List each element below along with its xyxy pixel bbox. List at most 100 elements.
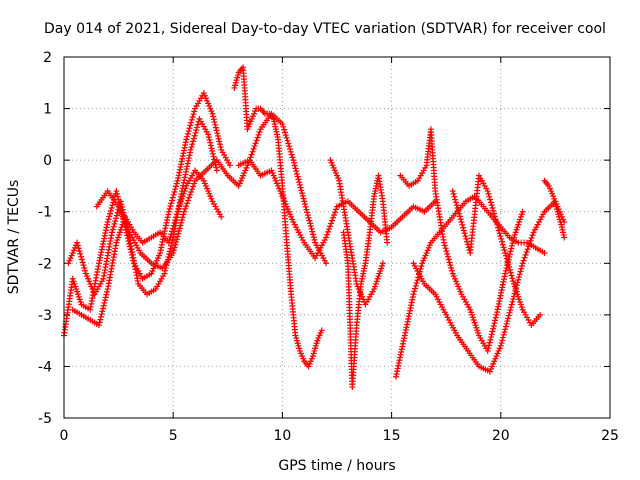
axis-ticks <box>63 56 611 419</box>
data-point <box>185 128 192 135</box>
data-point <box>296 179 303 186</box>
data-point <box>286 146 293 153</box>
data-point <box>78 253 85 260</box>
data-point <box>561 234 568 241</box>
data-point <box>411 288 418 295</box>
data-point <box>172 214 179 221</box>
data-point <box>299 192 306 199</box>
data-point <box>503 320 510 327</box>
data-point <box>213 164 220 171</box>
data-point <box>210 153 217 160</box>
data-point <box>169 228 176 235</box>
data-point <box>99 305 106 312</box>
data-point <box>114 209 121 216</box>
data-point <box>99 308 106 315</box>
data-point <box>498 340 505 347</box>
data-point <box>304 209 311 216</box>
data-point <box>191 108 198 115</box>
data-point <box>486 342 493 349</box>
data-point <box>452 199 459 206</box>
data-point <box>446 259 453 266</box>
data-point <box>216 141 223 148</box>
data-point <box>518 265 525 272</box>
data-point <box>82 267 89 274</box>
data-point <box>485 190 492 197</box>
data-point <box>291 162 298 169</box>
data-point <box>188 189 195 196</box>
data-point <box>496 230 503 237</box>
data-point <box>173 180 180 187</box>
data-point <box>487 196 494 203</box>
data-point <box>502 326 509 333</box>
data-point <box>297 184 304 191</box>
data-point <box>379 260 386 267</box>
data-point <box>169 197 176 204</box>
data-point <box>516 271 523 278</box>
data-point <box>189 114 196 121</box>
data-point <box>173 238 180 245</box>
data-point <box>165 208 172 215</box>
data-point <box>301 201 308 208</box>
data-point <box>441 242 448 249</box>
data-point <box>214 132 221 139</box>
data-point <box>175 230 182 237</box>
data-point <box>494 221 501 228</box>
data-point <box>502 267 509 274</box>
data-point <box>168 200 175 207</box>
data-point <box>520 257 527 264</box>
data-point <box>205 131 212 138</box>
data-point <box>167 234 174 241</box>
y-tick-label: -2 <box>38 256 52 272</box>
data-point <box>284 137 291 144</box>
data-point <box>184 133 191 140</box>
data-point <box>332 209 339 216</box>
data-point <box>506 251 513 258</box>
data-point <box>286 143 293 150</box>
data-point <box>541 249 548 256</box>
data-point <box>509 275 516 282</box>
data-point <box>492 317 499 324</box>
data-point <box>248 151 255 158</box>
data-point <box>289 154 296 161</box>
data-point <box>330 214 337 221</box>
data-point <box>318 327 325 334</box>
data-point <box>253 137 260 144</box>
data-point <box>212 124 219 131</box>
data-point <box>499 337 506 344</box>
data-point <box>303 206 310 213</box>
data-point <box>102 294 109 301</box>
data-point <box>182 205 189 212</box>
data-point <box>167 203 174 210</box>
y-tick-label: -1 <box>38 205 52 221</box>
data-point <box>114 193 121 200</box>
series-track-j <box>397 126 526 354</box>
x-tick-label: 5 <box>169 428 178 444</box>
data-point <box>218 213 225 220</box>
data-point <box>453 202 460 209</box>
data-point <box>307 220 314 227</box>
data-point <box>309 228 316 235</box>
data-point <box>226 162 233 169</box>
data-point <box>524 246 531 253</box>
data-point <box>280 123 287 130</box>
data-point <box>113 215 120 222</box>
data-point <box>108 204 115 211</box>
data-point <box>299 190 306 197</box>
data-point <box>207 142 214 149</box>
data-point <box>509 298 516 305</box>
data-point <box>215 135 222 142</box>
data-point <box>491 210 498 217</box>
data-point <box>485 345 492 352</box>
data-point <box>187 122 194 129</box>
data-point <box>77 250 84 257</box>
data-point <box>188 144 195 151</box>
data-point <box>489 204 496 211</box>
data-point <box>281 129 288 136</box>
data-point <box>509 240 516 247</box>
data-point <box>456 213 463 220</box>
data-point <box>212 121 219 128</box>
data-point <box>493 219 500 226</box>
data-point <box>254 134 261 141</box>
data-point <box>161 270 168 277</box>
data-point <box>209 110 216 117</box>
